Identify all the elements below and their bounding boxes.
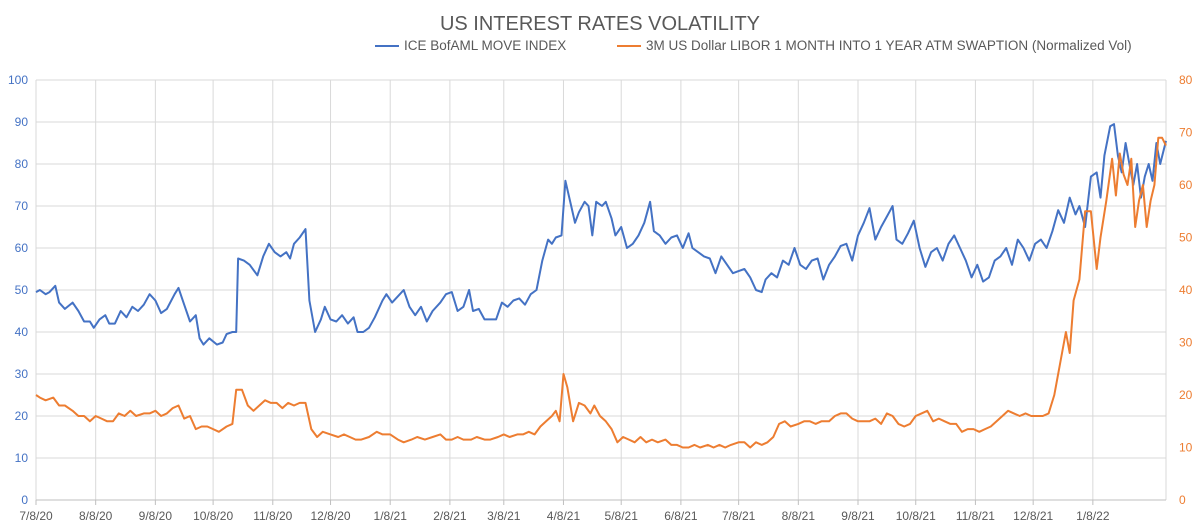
right-y-tick-label: 0 <box>1179 493 1186 507</box>
x-axis: 7/8/20 8/8/20 9/8/20 10/8/20 11/8/20 12/8/20 1… <box>19 499 1166 523</box>
series-line-move-index <box>35 123 1167 346</box>
legend-entry: ICE BofAML MOVE INDEX <box>404 38 566 53</box>
right-y-tick-label: 10 <box>1179 441 1193 455</box>
left-y-tick-label: 90 <box>15 115 29 129</box>
left-y-tick-label: 30 <box>15 367 29 381</box>
left-y-tick-label: 50 <box>15 283 29 297</box>
right-y-tick-label: 40 <box>1179 283 1193 297</box>
left-y-tick-label: 100 <box>8 73 28 87</box>
left-y-tick-label: 0 <box>21 493 28 507</box>
x-tick-label: 4/8/21 <box>547 509 581 523</box>
x-tick-label: 9/8/20 <box>139 509 173 523</box>
x-tick-label: 8/8/21 <box>782 509 816 523</box>
right-y-tick-label: 60 <box>1179 178 1193 192</box>
legend-entry: 3M US Dollar LIBOR 1 MONTH INTO 1 YEAR A… <box>646 38 1132 53</box>
right-y-tick-label: 20 <box>1179 388 1193 402</box>
right-y-tick-label: 30 <box>1179 336 1193 350</box>
right-y-axis: 0 10 20 30 40 50 60 70 80 <box>1179 73 1193 507</box>
x-tick-label: 11/8/20 <box>253 509 292 523</box>
series-line-swaption-vol <box>35 136 1167 449</box>
x-tick-label: 8/8/20 <box>79 509 113 523</box>
chart-title: US INTEREST RATES VOLATILITY <box>440 13 760 35</box>
left-y-tick-label: 80 <box>15 157 29 171</box>
x-tick-label: 2/8/21 <box>433 509 467 523</box>
x-tick-label: 12/8/21 <box>1013 509 1053 523</box>
right-y-tick-label: 80 <box>1179 73 1193 87</box>
x-tick-label: 3/8/21 <box>487 509 521 523</box>
x-tick-label: 7/8/20 <box>19 509 53 523</box>
left-y-tick-label: 60 <box>15 241 29 255</box>
left-y-axis: 0 10 20 30 40 50 60 70 80 90 100 <box>8 73 28 507</box>
x-tick-label: 1/8/21 <box>374 509 408 523</box>
left-y-tick-label: 40 <box>15 325 29 339</box>
x-tick-label: 5/8/21 <box>605 509 639 523</box>
gridlines <box>35 79 1167 501</box>
series-lines <box>35 123 1167 449</box>
right-y-tick-label: 50 <box>1179 231 1193 245</box>
x-tick-label: 10/8/20 <box>193 509 233 523</box>
x-tick-label: 11/8/21 <box>956 509 995 523</box>
left-y-tick-label: 20 <box>15 409 29 423</box>
x-tick-label: 12/8/20 <box>311 509 351 523</box>
left-y-tick-label: 70 <box>15 199 29 213</box>
legend: ICE BofAML MOVE INDEX 3M US Dollar LIBOR … <box>375 38 1132 53</box>
x-tick-label: 6/8/21 <box>664 509 698 523</box>
left-y-tick-label: 10 <box>15 451 29 465</box>
x-tick-label: 10/8/21 <box>896 509 936 523</box>
x-tick-label: 1/8/22 <box>1076 509 1110 523</box>
x-tick-label: 9/8/21 <box>841 509 875 523</box>
right-y-tick-label: 70 <box>1179 126 1193 140</box>
x-tick-label: 7/8/21 <box>722 509 756 523</box>
